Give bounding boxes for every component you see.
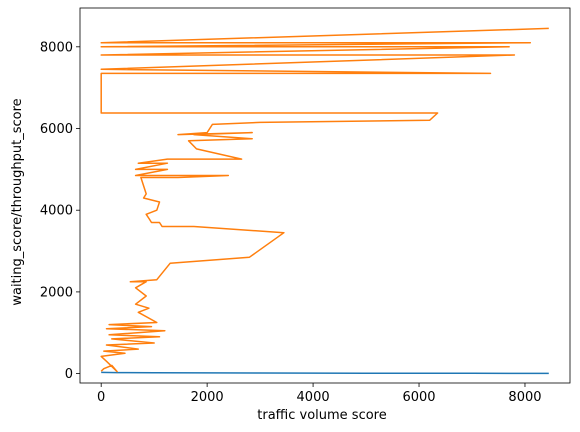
x-tick-label: 2000 <box>191 390 224 405</box>
y-tick-label: 2000 <box>40 285 73 300</box>
y-tick-label: 6000 <box>40 122 73 137</box>
axes: 0 2000 4000 6000 8000 0 2000 4000 6000 8000 <box>40 7 571 405</box>
series-line-1 <box>101 371 549 375</box>
x-tick-label: 8000 <box>508 390 541 405</box>
axes-frame <box>79 7 571 384</box>
x-tick-label: 6000 <box>402 390 435 405</box>
x-tick-label: 0 <box>97 390 105 405</box>
x-axis-label: traffic volume score <box>257 408 386 423</box>
series-line-2 <box>100 27 549 373</box>
y-tick-label: 0 <box>65 367 73 382</box>
y-tick-label: 8000 <box>40 40 73 55</box>
plot-area <box>100 27 549 375</box>
y-tick-label: 4000 <box>40 204 73 219</box>
y-axis-label: waiting_score/throughput_score <box>10 98 25 305</box>
x-tick-label: 4000 <box>297 390 330 405</box>
